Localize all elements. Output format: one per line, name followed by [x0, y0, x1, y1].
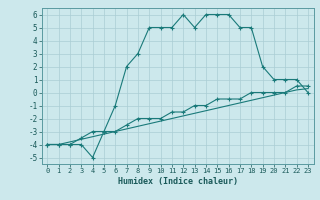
- X-axis label: Humidex (Indice chaleur): Humidex (Indice chaleur): [118, 177, 237, 186]
